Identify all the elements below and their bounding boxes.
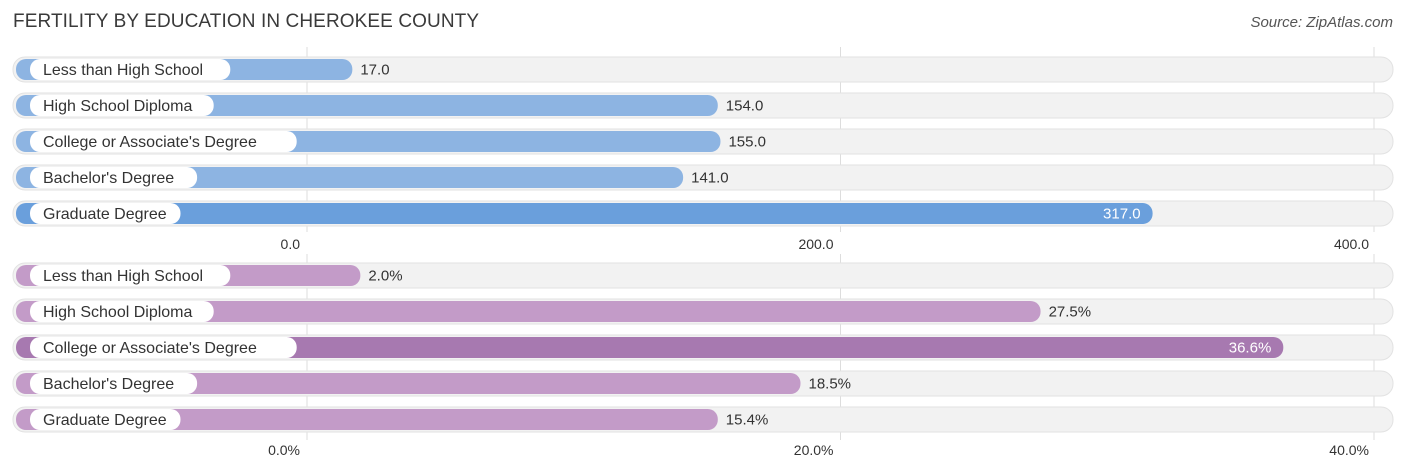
category-pill: [30, 131, 297, 152]
value-label: 155.0: [728, 134, 766, 151]
source-label: Source: ZipAtlas.com: [1250, 14, 1393, 31]
value-label: 15.4%: [726, 412, 769, 429]
bar[interactable]: [16, 337, 1284, 358]
tick-label: 40.0%: [1329, 442, 1369, 458]
value-label: 317.0: [1103, 206, 1141, 223]
value-label: 2.0%: [368, 268, 402, 285]
bar[interactable]: [16, 373, 801, 394]
category-pill: [30, 301, 214, 322]
bar[interactable]: [16, 301, 1041, 322]
value-label: 141.0: [691, 170, 729, 187]
category-label: Graduate Degree: [43, 412, 167, 429]
value-label: 154.0: [726, 98, 764, 115]
tick-label: 0.0%: [268, 442, 300, 458]
value-label: 27.5%: [1049, 304, 1092, 321]
tick-label: 20.0%: [794, 442, 834, 458]
category-pill: [30, 373, 198, 394]
value-label: 17.0: [360, 62, 389, 79]
bar[interactable]: [16, 409, 718, 430]
category-pill: [30, 409, 181, 430]
bar[interactable]: [16, 203, 1153, 224]
category-label: High School Diploma: [43, 98, 193, 115]
bar-track: [12, 56, 1394, 83]
tick-label: 400.0: [1334, 236, 1369, 252]
category-label: Less than High School: [43, 62, 203, 79]
value-label: 36.6%: [1229, 340, 1272, 357]
category-pill: [30, 167, 198, 188]
category-label: Less than High School: [43, 268, 203, 285]
category-label: Bachelor's Degree: [43, 376, 174, 393]
tick-label: 0.0: [281, 236, 301, 252]
category-pill: [30, 95, 214, 116]
value-label: 18.5%: [808, 376, 851, 393]
chart-title: FERTILITY BY EDUCATION IN CHEROKEE COUNT…: [13, 11, 480, 32]
category-label: Bachelor's Degree: [43, 170, 174, 187]
category-pill: [30, 59, 231, 80]
category-pill: [30, 203, 181, 224]
category-label: High School Diploma: [43, 304, 193, 321]
category-pill: [30, 265, 231, 286]
category-label: College or Associate's Degree: [43, 134, 257, 151]
category-pill: [30, 337, 297, 358]
category-label: Graduate Degree: [43, 206, 167, 223]
category-label: College or Associate's Degree: [43, 340, 257, 357]
tick-label: 200.0: [798, 236, 833, 252]
